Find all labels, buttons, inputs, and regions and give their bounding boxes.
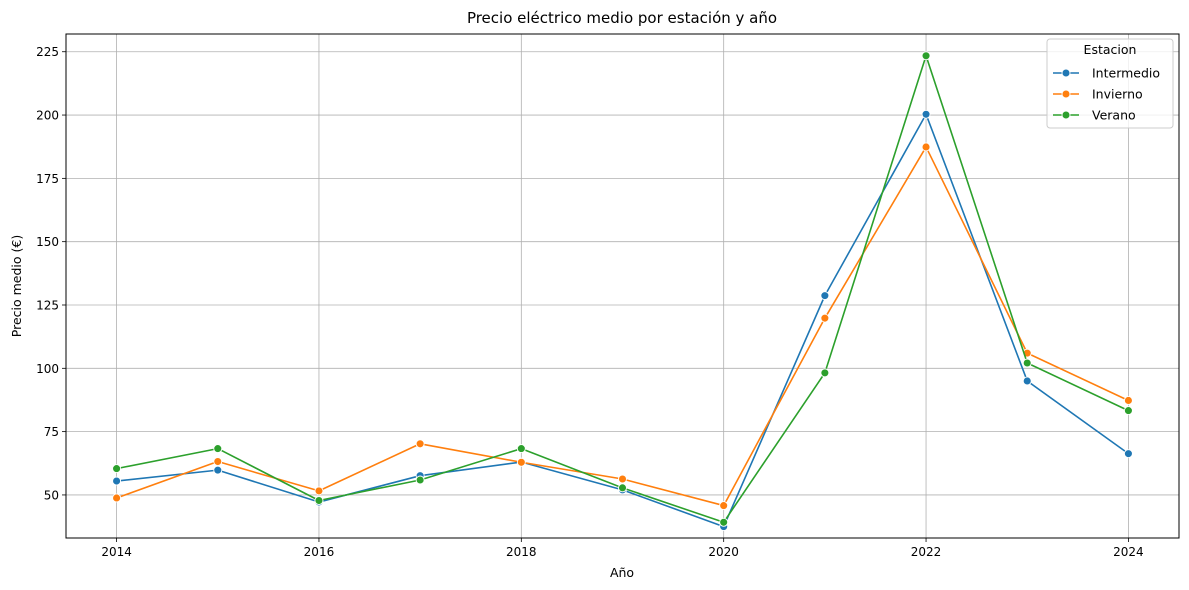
data-point-invierno	[820, 313, 830, 323]
data-point-invierno	[415, 439, 425, 449]
data-point-verano	[213, 444, 223, 454]
data-point-invierno	[516, 457, 526, 467]
legend-item-verano: Verano	[1053, 108, 1136, 123]
data-point-invierno	[112, 493, 122, 503]
y-tick-label: 50	[44, 488, 59, 502]
series-layer	[112, 51, 1133, 532]
data-point-invierno	[314, 486, 324, 496]
data-point-verano	[719, 517, 729, 527]
data-point-verano	[314, 496, 324, 505]
chart-title: Precio eléctrico medio por estación y añ…	[467, 9, 777, 27]
y-tick-label: 200	[36, 109, 59, 123]
legend-label: Invierno	[1092, 87, 1143, 102]
data-point-intermedio	[1123, 449, 1133, 459]
data-point-invierno	[921, 142, 931, 152]
data-point-invierno	[1123, 396, 1133, 405]
y-tick-label: 100	[36, 362, 59, 376]
x-tick-label: 2022	[911, 545, 942, 559]
data-point-verano	[1123, 406, 1133, 416]
x-tick-label: 2024	[1113, 545, 1144, 559]
legend-label: Verano	[1092, 108, 1136, 123]
series-line-invierno	[116, 146, 1129, 507]
y-axis-title: Precio medio (€)	[9, 235, 24, 337]
series-line-verano	[116, 54, 1129, 524]
data-point-intermedio	[213, 465, 223, 475]
y-tick-label: 125	[36, 298, 59, 312]
grid	[66, 34, 1179, 538]
data-point-invierno	[618, 474, 627, 484]
y-tick-label: 175	[36, 172, 59, 186]
series-verano	[112, 51, 1133, 527]
data-point-intermedio	[112, 476, 122, 486]
legend-item-invierno: Invierno	[1053, 87, 1143, 102]
data-point-invierno	[719, 501, 729, 511]
x-axis: 2014 2016 2018 2020 2022 2024	[101, 538, 1144, 559]
legend-marker	[1061, 89, 1071, 99]
data-point-invierno	[213, 457, 223, 466]
series-invierno	[112, 142, 1133, 511]
legend-marker	[1061, 68, 1071, 78]
y-tick-label: 75	[44, 425, 59, 439]
data-point-intermedio	[1022, 376, 1032, 386]
legend-label: Intermedio	[1092, 66, 1160, 81]
x-tick-label: 2014	[101, 545, 132, 559]
y-tick-label: 225	[36, 45, 59, 59]
data-point-verano	[820, 368, 830, 378]
legend: Estacion Intermedio Invierno Verano	[1046, 38, 1174, 129]
plot-frame	[65, 33, 1180, 539]
data-point-intermedio	[921, 109, 931, 119]
data-point-verano	[618, 483, 627, 493]
data-point-verano	[1022, 358, 1032, 368]
x-tick-label: 2018	[506, 545, 537, 559]
data-point-verano	[415, 475, 425, 485]
y-tick-label: 150	[36, 235, 59, 249]
data-point-verano	[112, 464, 122, 474]
legend-box	[1046, 38, 1174, 129]
y-axis: 50 75 100 125 150 175 200 225	[36, 45, 66, 502]
series-intermedio	[112, 109, 1133, 532]
legend-item-intermedio: Intermedio	[1053, 66, 1160, 81]
legend-title: Estacion	[1084, 42, 1137, 57]
data-point-verano	[921, 51, 931, 61]
data-point-verano	[516, 444, 526, 454]
x-tick-label: 2020	[708, 545, 739, 559]
series-line-intermedio	[116, 113, 1129, 528]
legend-marker	[1061, 110, 1071, 120]
x-axis-title: Año	[610, 565, 634, 580]
data-point-intermedio	[820, 291, 830, 301]
x-tick-label: 2016	[304, 545, 335, 559]
